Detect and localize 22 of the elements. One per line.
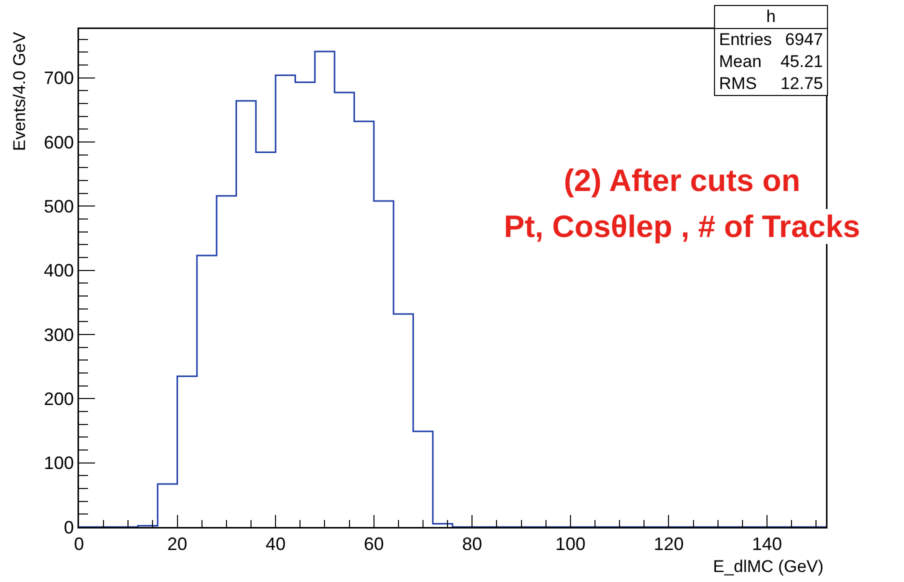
x-tick-label: 20 xyxy=(167,534,188,554)
y-tick-label: 100 xyxy=(44,453,74,474)
y-axis-title: Events/4.0 GeV xyxy=(10,31,29,151)
y-tick-label: 600 xyxy=(44,132,74,152)
x-tick-label: 140 xyxy=(752,534,782,554)
x-tick-label: 80 xyxy=(462,534,482,554)
annotation: (2) After cuts on Pt, Cosθlep , # of Tracks xyxy=(502,163,862,244)
x-tick-label: 100 xyxy=(555,534,586,554)
x-axis-title: E_dlMC (GeV) xyxy=(713,557,824,576)
text: h xyxy=(715,6,827,29)
annotation: RMS 12.75 xyxy=(718,73,824,95)
x-tick-label: 120 xyxy=(654,534,684,554)
annotation: Mean 45.21 xyxy=(718,51,824,73)
y-tick-label: 400 xyxy=(44,260,74,281)
y-tick-label: 300 xyxy=(44,324,74,345)
y-tick-label: 700 xyxy=(44,68,74,88)
y-tick-label: 0 xyxy=(64,517,74,538)
y-tick-label: 200 xyxy=(44,388,74,409)
y-tick-label: 500 xyxy=(44,196,74,216)
x-tick-label: 60 xyxy=(364,534,384,554)
annotation: Entries 6947 xyxy=(718,29,824,51)
x-tick-label: 40 xyxy=(266,534,286,554)
